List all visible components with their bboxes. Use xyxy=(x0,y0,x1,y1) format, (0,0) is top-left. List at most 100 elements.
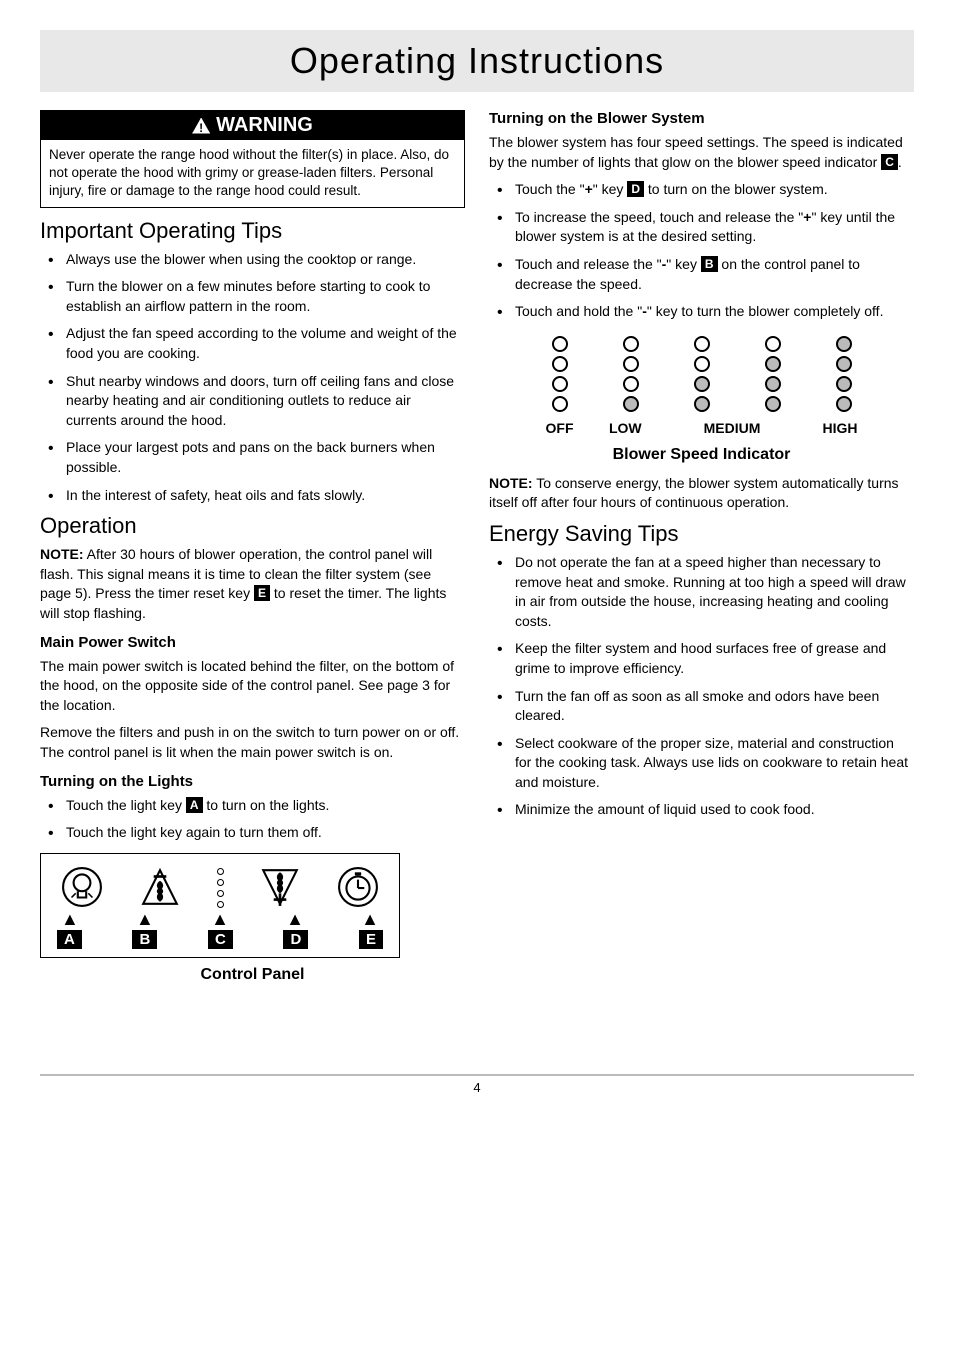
speed-row xyxy=(542,334,862,354)
key-b-label: B xyxy=(701,256,718,272)
speed-row xyxy=(542,394,862,414)
list-item: Always use the blower when using the coo… xyxy=(42,250,465,270)
note-label: NOTE: xyxy=(40,546,84,562)
panel-arrows-row: ▲ ▲ ▲ ▲ ▲ xyxy=(53,910,387,928)
note-label: NOTE: xyxy=(489,475,533,491)
important-tips-heading: Important Operating Tips xyxy=(40,218,465,244)
operation-note: NOTE: After 30 hours of blower operation… xyxy=(40,545,465,623)
speed-dot xyxy=(552,376,568,392)
list-item: Turn the blower on a few minutes before … xyxy=(42,277,465,316)
main-power-p2: Remove the filters and push in on the sw… xyxy=(40,723,465,762)
warning-label: WARNING xyxy=(216,114,313,137)
footer-rule xyxy=(40,1074,914,1076)
panel-label-b: B xyxy=(132,930,157,949)
panel-label-e: E xyxy=(359,930,383,949)
text: to turn on the blower system. xyxy=(644,181,828,197)
list-item: Touch and release the "-" key B on the c… xyxy=(491,255,914,294)
right-column: Turning on the Blower System The blower … xyxy=(489,110,914,984)
blower-intro: The blower system has four speed setting… xyxy=(489,133,914,172)
key-e-label: E xyxy=(254,585,270,601)
speed-dot xyxy=(765,336,781,352)
lights-item1-before: Touch the light key xyxy=(66,797,186,813)
list-item: Shut nearby windows and doors, turn off … xyxy=(42,372,465,431)
key-c-label: C xyxy=(881,154,898,170)
up-arrow-icon: ▲ xyxy=(286,910,304,928)
speed-dot xyxy=(765,376,781,392)
up-arrow-icon: ▲ xyxy=(136,910,154,928)
panel-labels-row: A B C D E xyxy=(53,930,387,949)
list-item: To increase the speed, touch and release… xyxy=(491,208,914,247)
list-item: Touch and hold the "-" key to turn the b… xyxy=(491,302,914,322)
list-item: Minimize the amount of liquid used to co… xyxy=(491,800,914,820)
up-arrow-icon: ▲ xyxy=(61,910,79,928)
list-item: In the interest of safety, heat oils and… xyxy=(42,486,465,506)
list-item: Select cookware of the proper size, mate… xyxy=(491,734,914,793)
blower-intro-before: The blower system has four speed setting… xyxy=(489,134,903,170)
speed-dot xyxy=(836,376,852,392)
page-title: Operating Instructions xyxy=(290,40,664,81)
blower-speed-grid xyxy=(542,334,862,414)
speed-dot xyxy=(836,356,852,372)
lights-heading: Turning on the Lights xyxy=(40,773,465,790)
energy-heading: Energy Saving Tips xyxy=(489,521,914,547)
speed-row xyxy=(542,374,862,394)
lights-item1-after: to turn on the lights. xyxy=(203,797,330,813)
text: Touch and release the " xyxy=(515,256,662,272)
control-panel-diagram: ▲ ▲ ▲ ▲ ▲ A B C D E xyxy=(40,853,400,958)
list-item: Turn the fan off as soon as all smoke an… xyxy=(491,687,914,726)
speed-dot xyxy=(552,396,568,412)
main-power-p1: The main power switch is located behind … xyxy=(40,657,465,716)
panel-label-d: D xyxy=(283,930,308,949)
conserve-text: To conserve energy, the blower system au… xyxy=(489,475,899,511)
control-panel-caption: Control Panel xyxy=(40,966,465,984)
light-bulb-icon xyxy=(61,866,103,908)
panel-label-a: A xyxy=(57,930,82,949)
list-item: Touch the light key A to turn on the lig… xyxy=(42,796,465,816)
speed-dot xyxy=(765,356,781,372)
speed-dot xyxy=(623,376,639,392)
list-item: Place your largest pots and pans on the … xyxy=(42,438,465,477)
speed-dots-icon xyxy=(217,868,224,908)
speed-dot xyxy=(836,336,852,352)
speed-dot xyxy=(694,396,710,412)
important-tips-list: Always use the blower when using the coo… xyxy=(40,250,465,506)
list-item: Do not operate the fan at a speed higher… xyxy=(491,553,914,631)
speed-row xyxy=(542,354,862,374)
text: Touch and hold the "-" key to turn the b… xyxy=(515,303,883,319)
text: To increase the speed, touch and release… xyxy=(515,209,895,245)
list-item: Touch the light key again to turn them o… xyxy=(42,823,465,843)
speed-dot xyxy=(623,396,639,412)
speed-label-medium: MEDIUM xyxy=(677,420,787,436)
key-d-label: D xyxy=(627,181,644,197)
operation-heading: Operation xyxy=(40,513,465,539)
speed-caption: Blower Speed Indicator xyxy=(489,446,914,464)
text: " key xyxy=(666,256,701,272)
warning-body: Never operate the range hood without the… xyxy=(41,140,464,207)
page-number: 4 xyxy=(40,1080,914,1095)
up-arrow-icon: ▲ xyxy=(211,910,229,928)
text: " key xyxy=(593,181,628,197)
text: Touch the " xyxy=(515,181,585,197)
conserve-note: NOTE: To conserve energy, the blower sys… xyxy=(489,474,914,513)
speed-dot xyxy=(623,336,639,352)
list-item: Adjust the fan speed according to the vo… xyxy=(42,324,465,363)
timer-reset-icon xyxy=(337,866,379,908)
speed-dot xyxy=(765,396,781,412)
main-power-heading: Main Power Switch xyxy=(40,634,465,651)
speed-dot xyxy=(552,336,568,352)
plus-symbol: + xyxy=(585,181,593,197)
speed-label-off: OFF xyxy=(546,420,574,436)
blower-list: Touch the "+" key D to turn on the blowe… xyxy=(489,180,914,322)
blower-intro-after: . xyxy=(898,154,902,170)
lights-list: Touch the light key A to turn on the lig… xyxy=(40,796,465,843)
page-title-band: Operating Instructions xyxy=(40,30,914,92)
up-arrow-icon: ▲ xyxy=(361,910,379,928)
speed-dot xyxy=(552,356,568,372)
two-column-layout: WARNING Never operate the range hood wit… xyxy=(40,110,914,984)
energy-tips-list: Do not operate the fan at a speed higher… xyxy=(489,553,914,820)
speed-label-high: HIGH xyxy=(822,420,857,436)
speed-dot xyxy=(836,396,852,412)
warning-triangle-icon xyxy=(192,118,210,134)
speed-dot xyxy=(623,356,639,372)
speed-label-low: LOW xyxy=(609,420,642,436)
